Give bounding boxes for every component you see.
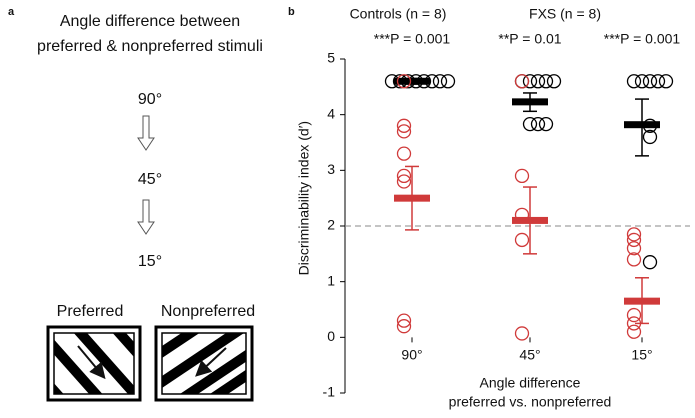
data-point — [514, 168, 530, 184]
y-tick-label: 5 — [327, 50, 335, 66]
stimulus-label: Nonpreferred — [161, 303, 255, 320]
data-point — [626, 241, 642, 256]
y-tick-label: 4 — [327, 105, 335, 121]
data-point — [396, 313, 412, 328]
down-arrow — [137, 115, 155, 151]
annotation: ***P = 0.001 — [374, 31, 451, 47]
annotation: **P = 0.01 — [498, 31, 561, 47]
data-point — [538, 74, 554, 89]
y-tick-label: -1 — [323, 384, 336, 400]
data-point — [626, 227, 642, 242]
data-point — [396, 124, 412, 139]
y-tick-label: 0 — [327, 328, 335, 344]
data-point — [514, 232, 530, 248]
panel-title: Angle difference between — [60, 13, 240, 30]
legend-label: Controls (n = 8) — [350, 6, 447, 22]
data-point — [642, 74, 658, 89]
angle-label: 90° — [138, 91, 162, 108]
y-axis-label: Discriminability index (d′) — [296, 121, 312, 275]
down-arrow — [137, 199, 155, 235]
data-point — [522, 74, 538, 89]
y-tick-label: 3 — [327, 161, 335, 177]
x-tick-label: 90° — [401, 347, 422, 363]
mean-bar — [624, 297, 660, 305]
legend-label: FXS (n = 8) — [529, 6, 601, 22]
chart: -1 0 1 2 3 4 5 Discriminability index (d′) 90° **… — [296, 6, 690, 410]
angle-label: 15° — [138, 253, 162, 270]
y-tick-label: 2 — [327, 217, 335, 233]
mean-bar — [394, 194, 430, 202]
data-point — [546, 74, 562, 89]
data-point — [626, 74, 642, 89]
data-point — [626, 307, 642, 323]
data-point — [642, 129, 658, 145]
annotation: ***P = 0.001 — [604, 31, 681, 47]
stimulus-nonpreferred — [154, 325, 254, 402]
mean-bar — [394, 77, 430, 85]
data-point — [658, 74, 674, 89]
panel-label: a — [8, 6, 15, 18]
panel-title: preferred & nonpreferred stimuli — [37, 38, 263, 55]
x-axis-label: preferred vs. nonpreferred — [449, 394, 612, 410]
x-axis-label: Angle difference — [480, 375, 581, 391]
y-tick-label: 1 — [327, 272, 335, 288]
data-point — [396, 168, 412, 184]
data-point — [650, 74, 666, 89]
data-point — [514, 74, 530, 89]
data-point — [522, 116, 538, 132]
stimulus-preferred — [46, 325, 142, 402]
data-point — [514, 326, 530, 341]
data-point — [538, 116, 554, 132]
data-point — [396, 174, 412, 189]
data-point — [396, 146, 412, 161]
angle-label: 45° — [138, 171, 162, 188]
mean-bar — [512, 98, 548, 106]
data-point — [530, 116, 546, 132]
data-point — [626, 324, 642, 339]
mean-bar — [624, 121, 660, 129]
stimulus-label: Preferred — [57, 303, 124, 320]
data-point — [432, 74, 448, 89]
x-tick-label: 15° — [631, 347, 652, 363]
x-tick-label: 45° — [519, 347, 540, 363]
panel-label: b — [288, 6, 295, 18]
data-point — [440, 74, 456, 89]
data-point — [642, 255, 658, 270]
data-point — [634, 74, 650, 89]
mean-bar — [512, 216, 548, 224]
data-point — [626, 252, 642, 267]
data-point — [530, 74, 546, 89]
data-point — [396, 319, 412, 334]
data-point — [626, 232, 642, 248]
data-point — [396, 118, 412, 133]
data-point — [396, 74, 412, 89]
